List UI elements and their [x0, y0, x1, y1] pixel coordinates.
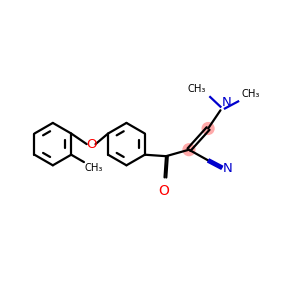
- Circle shape: [202, 123, 214, 134]
- Text: CH₃: CH₃: [188, 84, 206, 94]
- Text: N: N: [223, 162, 232, 175]
- Text: CH₃: CH₃: [85, 163, 103, 173]
- Text: CH₃: CH₃: [241, 89, 260, 99]
- Text: N: N: [222, 96, 232, 109]
- Text: O: O: [158, 184, 169, 198]
- Circle shape: [183, 144, 195, 156]
- Text: O: O: [86, 138, 96, 151]
